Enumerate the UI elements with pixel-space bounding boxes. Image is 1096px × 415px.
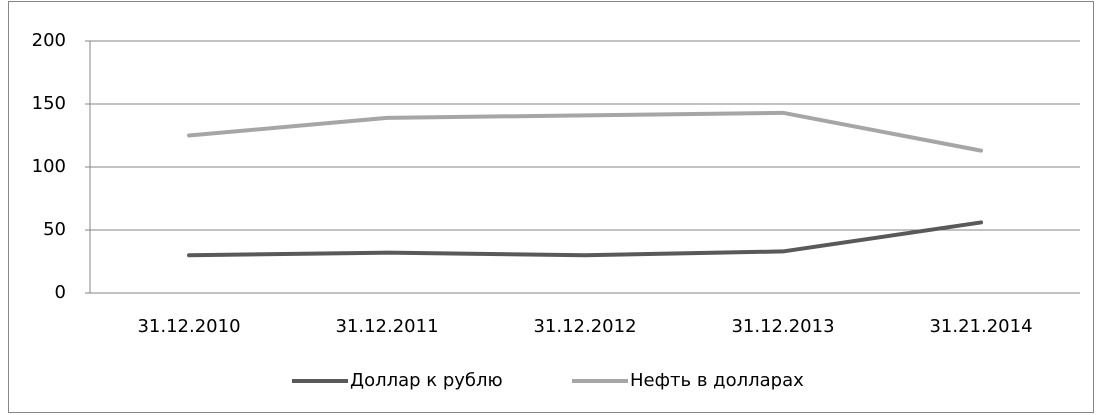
x-tick-label: 31.12.2012 [533, 316, 636, 337]
y-tick-label: 100 [32, 156, 66, 177]
x-tick-label: 31.12.2011 [335, 316, 438, 337]
legend-label: Доллар к рублю [350, 370, 503, 391]
y-tick-label: 200 [32, 30, 66, 51]
x-tick-label: 31.12.2010 [137, 316, 240, 337]
series-line [187, 220, 983, 258]
series-line [187, 110, 983, 153]
x-tick-label: 31.21.2014 [929, 316, 1032, 337]
legend-label: Нефть в долларах [630, 370, 804, 391]
chart-border [8, 1, 1094, 413]
y-tick-label: 150 [32, 93, 66, 114]
y-tick-label: 0 [55, 282, 66, 303]
y-tick-label: 50 [43, 219, 66, 240]
x-tick-label: 31.12.2013 [731, 316, 834, 337]
